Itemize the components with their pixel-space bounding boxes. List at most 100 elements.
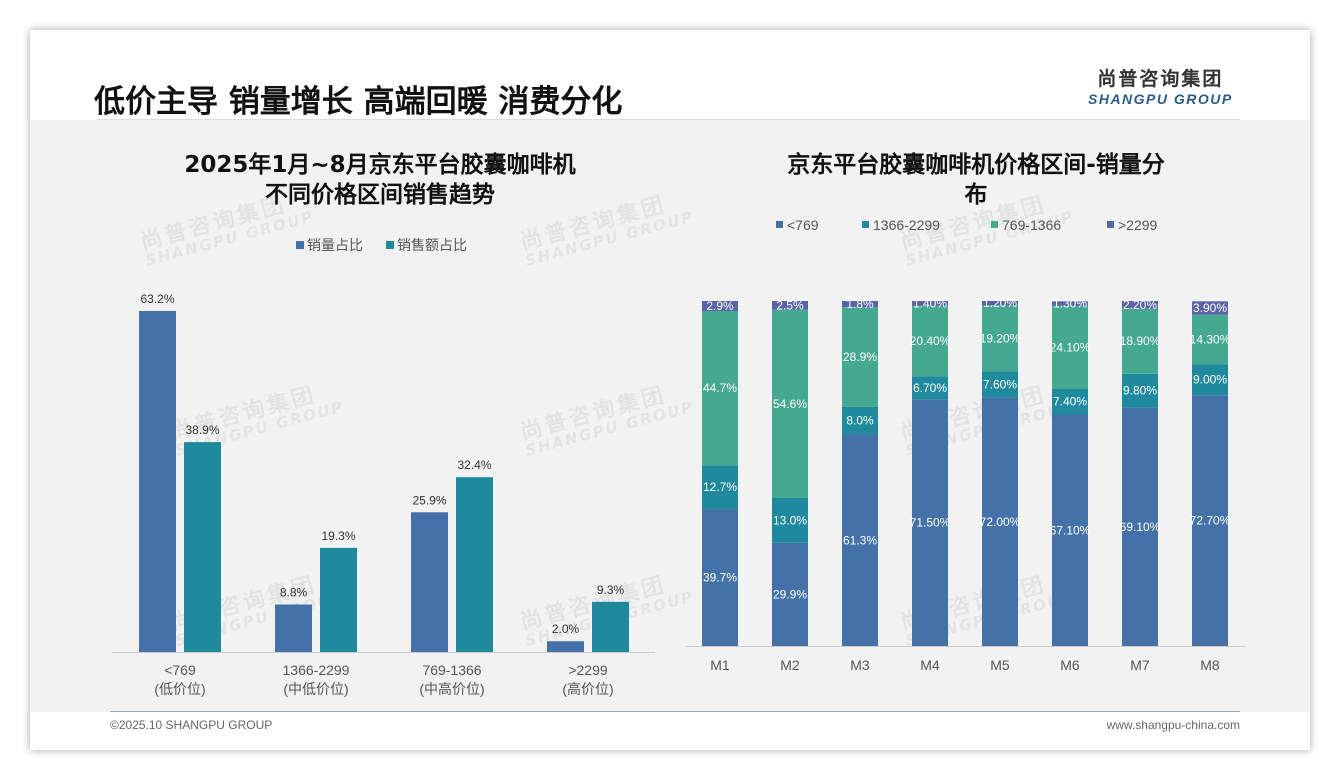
legend-swatch bbox=[1107, 221, 1114, 228]
stacked-bar-segment bbox=[982, 371, 1018, 398]
stacked-bar-segment bbox=[702, 509, 738, 646]
footer-url: www.shangpu-china.com bbox=[1106, 718, 1240, 732]
bar bbox=[456, 477, 493, 652]
data-label: 1.30% bbox=[1053, 297, 1087, 311]
bar bbox=[592, 601, 629, 652]
stacked-bar-segment bbox=[842, 434, 878, 646]
stacked-bar-segment bbox=[1192, 301, 1228, 315]
x-tick-label: M6 bbox=[1060, 657, 1080, 673]
legend-swatch bbox=[386, 241, 394, 249]
headline: 低价主导 销量增长 高端回暖 消费分化 bbox=[94, 84, 623, 120]
legend-swatch bbox=[776, 221, 783, 228]
stacked-bar-segment bbox=[1192, 314, 1228, 365]
data-label: 25.9% bbox=[412, 493, 446, 507]
legend-swatch bbox=[991, 221, 998, 228]
data-label: 44.7% bbox=[703, 381, 737, 395]
stacked-bar-segment bbox=[912, 376, 948, 400]
data-label: 1.20% bbox=[983, 296, 1017, 310]
data-label: 28.9% bbox=[843, 350, 877, 364]
stacked-bar-segment bbox=[702, 465, 738, 510]
stacked-bar-segment bbox=[842, 307, 878, 407]
data-label: 7.60% bbox=[983, 377, 1017, 391]
x-tick-label: M1 bbox=[710, 657, 730, 673]
footer-copyright: ©2025.10 SHANGPU GROUP bbox=[110, 718, 273, 732]
logo-en: SHANGPU GROUP bbox=[1088, 91, 1233, 107]
x-tick-label: <769 bbox=[164, 662, 196, 678]
x-tick-label: M5 bbox=[990, 657, 1010, 673]
data-label: 14.30% bbox=[1190, 332, 1231, 346]
data-label: 38.9% bbox=[185, 423, 219, 437]
data-label: 32.4% bbox=[457, 458, 491, 472]
data-label: 72.70% bbox=[1190, 514, 1231, 528]
stacked-bar-segment bbox=[1052, 414, 1088, 646]
bar bbox=[547, 641, 584, 652]
stacked-bar-segment bbox=[842, 406, 878, 435]
legend-label: 销售额占比 bbox=[397, 237, 467, 253]
data-label: 1.8% bbox=[846, 297, 874, 311]
x-tick-label: M3 bbox=[850, 657, 870, 673]
bar bbox=[184, 442, 221, 652]
chart-title: 布 bbox=[965, 181, 988, 208]
stacked-bar-segment bbox=[702, 311, 738, 466]
stacked-bar-segment bbox=[842, 301, 878, 308]
data-label: 9.80% bbox=[1123, 384, 1157, 398]
data-label: 18.90% bbox=[1120, 334, 1161, 348]
bar bbox=[320, 547, 357, 652]
data-label: 54.6% bbox=[773, 397, 807, 411]
logo: 尚普咨询集团 SHANGPU GROUP bbox=[1088, 64, 1233, 107]
stacked-bar-segment bbox=[1192, 395, 1228, 646]
data-label: 24.10% bbox=[1050, 340, 1091, 354]
chart-title: 2025年1月~8月京东平台胶囊咖啡机 bbox=[184, 151, 575, 178]
x-tick-label: M2 bbox=[780, 657, 800, 673]
stacked-bar-segment bbox=[982, 305, 1018, 372]
slide: 低价主导 销量增长 高端回暖 消费分化 尚普咨询集团 SHANGPU GROUP… bbox=[30, 30, 1310, 750]
data-label: 2.9% bbox=[706, 299, 734, 313]
footer-divider bbox=[110, 711, 1240, 712]
x-tick-label: (高价位) bbox=[562, 681, 613, 697]
data-label: 1.40% bbox=[913, 296, 947, 310]
x-tick-label: 769-1366 bbox=[422, 662, 481, 678]
x-tick-label: (中高价位) bbox=[419, 681, 484, 697]
bar bbox=[411, 512, 448, 652]
data-label: 69.10% bbox=[1120, 520, 1161, 534]
bar bbox=[275, 604, 312, 652]
data-label: 8.8% bbox=[280, 586, 308, 600]
data-label: 39.7% bbox=[703, 571, 737, 585]
stacked-bar-segment bbox=[1052, 388, 1088, 415]
data-label: 29.9% bbox=[773, 587, 807, 601]
stacked-bar-segment bbox=[982, 301, 1018, 306]
stacked-bar-segment bbox=[982, 397, 1018, 646]
stacked-bar-segment bbox=[1122, 308, 1158, 374]
data-label: 9.00% bbox=[1193, 373, 1227, 387]
stacked-bar-segment bbox=[1052, 301, 1088, 306]
data-label: 19.20% bbox=[980, 331, 1021, 345]
data-label: 2.0% bbox=[552, 622, 580, 636]
chart-title: 京东平台胶囊咖啡机价格区间-销量分 bbox=[787, 151, 1165, 178]
legend-label: 769-1366 bbox=[1002, 217, 1061, 233]
stacked-bar-segment bbox=[772, 542, 808, 646]
x-tick-label: >2299 bbox=[568, 662, 608, 678]
data-label: 67.10% bbox=[1050, 523, 1091, 537]
x-tick-label: M7 bbox=[1130, 657, 1150, 673]
legend-label: <769 bbox=[787, 217, 819, 233]
data-label: 9.3% bbox=[597, 583, 625, 597]
data-label: 19.3% bbox=[321, 529, 355, 543]
x-tick-label: M8 bbox=[1200, 657, 1220, 673]
x-tick-label: 1366-2299 bbox=[283, 662, 350, 678]
data-label: 61.3% bbox=[843, 533, 877, 547]
data-label: 8.0% bbox=[846, 414, 874, 428]
x-tick-label: (中低价位) bbox=[283, 681, 348, 697]
data-label: 6.70% bbox=[913, 381, 947, 395]
x-tick-label: (低价位) bbox=[154, 681, 205, 697]
stacked-bar-segment bbox=[772, 309, 808, 498]
legend-label: 销量占比 bbox=[307, 237, 363, 253]
chart-title: 不同价格区间销售趋势 bbox=[265, 181, 495, 208]
data-label: 2.20% bbox=[1123, 298, 1157, 312]
legend-swatch bbox=[296, 241, 304, 249]
data-label: 12.7% bbox=[703, 480, 737, 494]
legend-swatch bbox=[862, 221, 869, 228]
stacked-bar-segment bbox=[912, 301, 948, 306]
legend-label: 1366-2299 bbox=[873, 217, 940, 233]
x-tick-label: M4 bbox=[920, 657, 940, 673]
